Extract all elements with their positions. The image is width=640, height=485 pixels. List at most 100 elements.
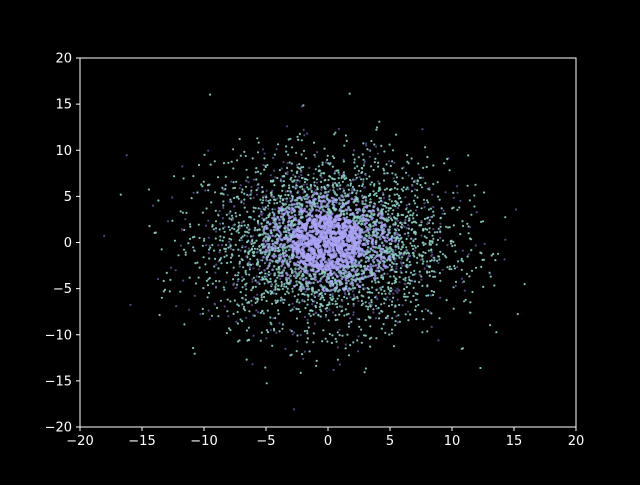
data-point bbox=[365, 142, 368, 145]
data-point bbox=[213, 265, 216, 268]
data-point bbox=[294, 267, 297, 271]
data-point bbox=[308, 211, 312, 214]
data-point bbox=[300, 232, 304, 236]
data-point bbox=[422, 251, 425, 254]
data-point bbox=[368, 337, 371, 340]
data-point bbox=[355, 192, 358, 195]
data-point bbox=[279, 207, 283, 211]
data-point bbox=[324, 307, 327, 310]
data-point bbox=[280, 180, 283, 183]
data-point bbox=[284, 230, 288, 233]
data-point bbox=[468, 199, 471, 202]
data-point bbox=[367, 231, 371, 234]
data-point bbox=[381, 276, 385, 279]
data-point bbox=[255, 189, 258, 192]
data-point bbox=[322, 296, 325, 299]
data-point bbox=[421, 258, 424, 261]
data-point bbox=[370, 301, 373, 304]
data-point bbox=[280, 264, 283, 268]
data-point bbox=[370, 165, 373, 168]
data-point bbox=[269, 231, 273, 235]
data-point bbox=[432, 164, 435, 167]
data-point bbox=[211, 243, 214, 247]
data-point bbox=[368, 201, 371, 204]
data-point bbox=[265, 329, 269, 332]
data-point bbox=[280, 212, 284, 215]
data-point bbox=[310, 242, 314, 246]
data-point bbox=[347, 325, 351, 328]
data-point bbox=[269, 248, 272, 252]
data-point bbox=[246, 264, 249, 267]
data-point bbox=[343, 291, 346, 294]
data-point bbox=[370, 267, 373, 271]
data-point bbox=[383, 302, 386, 305]
data-point bbox=[413, 188, 417, 191]
data-point bbox=[398, 276, 401, 279]
data-point bbox=[495, 331, 498, 334]
data-point bbox=[214, 271, 217, 274]
data-point bbox=[219, 235, 222, 238]
data-point bbox=[358, 247, 362, 251]
data-point bbox=[291, 250, 295, 254]
data-point bbox=[320, 186, 323, 189]
data-point bbox=[249, 263, 252, 266]
data-point bbox=[278, 237, 281, 240]
data-point bbox=[452, 224, 455, 227]
data-point bbox=[379, 267, 383, 270]
data-point bbox=[373, 183, 376, 186]
data-point bbox=[248, 228, 251, 231]
data-point bbox=[277, 249, 281, 253]
data-point bbox=[432, 228, 435, 231]
data-point bbox=[269, 222, 272, 226]
data-point bbox=[278, 169, 281, 172]
data-point bbox=[275, 233, 279, 236]
data-point bbox=[264, 165, 267, 169]
data-point bbox=[326, 273, 330, 276]
data-point bbox=[370, 271, 373, 274]
data-point bbox=[345, 216, 349, 219]
data-point bbox=[192, 191, 195, 194]
data-point bbox=[338, 202, 341, 205]
data-point bbox=[344, 276, 347, 280]
data-point bbox=[338, 363, 342, 366]
data-point bbox=[372, 213, 375, 217]
data-point bbox=[479, 366, 482, 370]
data-point bbox=[160, 296, 163, 299]
data-point bbox=[260, 271, 263, 274]
data-point bbox=[400, 236, 403, 239]
data-point bbox=[219, 222, 222, 225]
data-point bbox=[389, 164, 392, 168]
data-point bbox=[299, 287, 302, 291]
data-point bbox=[386, 236, 389, 240]
data-point bbox=[374, 192, 377, 195]
data-point bbox=[324, 315, 327, 318]
data-point bbox=[238, 137, 241, 141]
data-point bbox=[281, 221, 285, 225]
data-point bbox=[314, 244, 318, 248]
data-point bbox=[456, 208, 459, 211]
data-point bbox=[426, 216, 430, 219]
data-point bbox=[347, 194, 350, 198]
data-point bbox=[384, 218, 387, 222]
data-point bbox=[348, 317, 351, 320]
data-point bbox=[209, 163, 212, 166]
data-point bbox=[273, 184, 276, 187]
data-point bbox=[244, 245, 247, 248]
data-point bbox=[240, 191, 243, 194]
data-point bbox=[398, 234, 401, 237]
data-point bbox=[296, 334, 299, 337]
data-point bbox=[357, 350, 360, 353]
data-point bbox=[369, 325, 372, 328]
data-point bbox=[373, 279, 376, 282]
data-point bbox=[377, 161, 380, 164]
data-point bbox=[338, 209, 341, 212]
data-point bbox=[481, 258, 484, 261]
data-point bbox=[327, 184, 330, 187]
data-point bbox=[285, 259, 289, 263]
data-point bbox=[342, 216, 346, 220]
data-point bbox=[391, 282, 394, 285]
data-point bbox=[361, 202, 365, 205]
data-point bbox=[310, 189, 313, 192]
data-point bbox=[452, 286, 455, 289]
data-point bbox=[241, 276, 244, 279]
